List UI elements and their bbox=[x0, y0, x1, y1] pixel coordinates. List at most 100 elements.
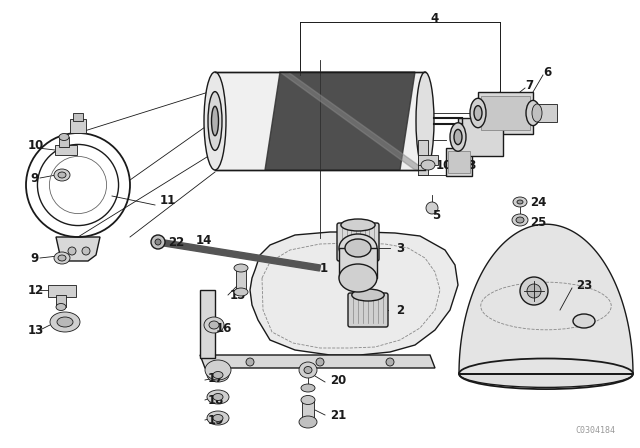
Ellipse shape bbox=[54, 169, 70, 181]
Ellipse shape bbox=[213, 393, 223, 401]
Text: 23: 23 bbox=[576, 279, 592, 292]
Bar bbox=[70, 119, 86, 133]
Ellipse shape bbox=[209, 321, 219, 329]
Text: 19: 19 bbox=[208, 414, 225, 426]
Text: 2: 2 bbox=[396, 303, 404, 316]
Polygon shape bbox=[459, 224, 633, 374]
Ellipse shape bbox=[57, 317, 73, 327]
Ellipse shape bbox=[54, 252, 70, 264]
Ellipse shape bbox=[345, 239, 371, 257]
Ellipse shape bbox=[299, 362, 317, 378]
Bar bbox=[59, 137, 69, 147]
Ellipse shape bbox=[459, 360, 633, 388]
Ellipse shape bbox=[58, 172, 66, 178]
Text: 25: 25 bbox=[530, 215, 547, 228]
Ellipse shape bbox=[207, 368, 229, 382]
Bar bbox=[200, 290, 215, 358]
Ellipse shape bbox=[339, 264, 377, 292]
Ellipse shape bbox=[208, 91, 222, 151]
Circle shape bbox=[520, 277, 548, 305]
Text: 15: 15 bbox=[230, 289, 246, 302]
Ellipse shape bbox=[573, 314, 595, 328]
Polygon shape bbox=[157, 239, 321, 271]
Ellipse shape bbox=[234, 264, 248, 272]
Circle shape bbox=[82, 247, 90, 255]
Text: 8: 8 bbox=[467, 159, 476, 172]
Bar bbox=[418, 140, 428, 175]
Ellipse shape bbox=[211, 106, 218, 136]
FancyBboxPatch shape bbox=[446, 148, 472, 176]
Text: 9: 9 bbox=[30, 251, 38, 264]
Text: 21: 21 bbox=[330, 409, 346, 422]
Ellipse shape bbox=[516, 217, 524, 223]
Polygon shape bbox=[56, 237, 100, 261]
Text: 14: 14 bbox=[196, 233, 212, 246]
Polygon shape bbox=[250, 232, 458, 355]
Circle shape bbox=[155, 239, 161, 245]
Polygon shape bbox=[200, 355, 435, 368]
FancyBboxPatch shape bbox=[458, 118, 503, 156]
Ellipse shape bbox=[207, 411, 229, 425]
Ellipse shape bbox=[416, 72, 434, 170]
Text: 22: 22 bbox=[168, 236, 184, 249]
Text: C0304184: C0304184 bbox=[575, 426, 615, 435]
Text: 11: 11 bbox=[160, 194, 176, 207]
Circle shape bbox=[527, 284, 541, 298]
Ellipse shape bbox=[207, 390, 229, 404]
Text: 24: 24 bbox=[530, 195, 547, 208]
Bar bbox=[339, 248, 377, 278]
Bar bbox=[73, 113, 83, 121]
Ellipse shape bbox=[450, 123, 466, 151]
Circle shape bbox=[426, 202, 438, 214]
FancyBboxPatch shape bbox=[348, 293, 388, 327]
Ellipse shape bbox=[58, 255, 66, 261]
Text: 3: 3 bbox=[396, 241, 404, 254]
Ellipse shape bbox=[204, 317, 224, 333]
FancyBboxPatch shape bbox=[478, 92, 533, 134]
Ellipse shape bbox=[339, 234, 377, 262]
Ellipse shape bbox=[513, 197, 527, 207]
Circle shape bbox=[386, 358, 394, 366]
Text: 17: 17 bbox=[208, 371, 224, 384]
Bar bbox=[418, 155, 438, 165]
Ellipse shape bbox=[205, 360, 231, 380]
Circle shape bbox=[68, 247, 76, 255]
Ellipse shape bbox=[532, 104, 542, 122]
Circle shape bbox=[151, 235, 165, 249]
Ellipse shape bbox=[56, 303, 66, 310]
Text: 13: 13 bbox=[28, 323, 44, 336]
Ellipse shape bbox=[213, 371, 223, 379]
Ellipse shape bbox=[204, 72, 226, 170]
Text: 20: 20 bbox=[330, 374, 346, 387]
Polygon shape bbox=[280, 72, 425, 170]
Bar bbox=[537, 104, 557, 122]
Text: 7: 7 bbox=[525, 78, 533, 91]
Circle shape bbox=[246, 358, 254, 366]
Ellipse shape bbox=[421, 160, 435, 170]
Ellipse shape bbox=[59, 134, 69, 141]
Text: 9: 9 bbox=[30, 172, 38, 185]
Ellipse shape bbox=[470, 98, 486, 128]
FancyBboxPatch shape bbox=[337, 223, 379, 261]
Text: 1: 1 bbox=[320, 262, 328, 275]
Text: 12: 12 bbox=[28, 284, 44, 297]
Text: 10: 10 bbox=[28, 138, 44, 151]
Bar bbox=[302, 400, 314, 422]
Text: 4: 4 bbox=[430, 12, 438, 25]
Circle shape bbox=[316, 358, 324, 366]
Text: 16: 16 bbox=[216, 322, 232, 335]
Text: 18: 18 bbox=[208, 393, 225, 406]
FancyBboxPatch shape bbox=[481, 96, 530, 130]
Ellipse shape bbox=[526, 100, 540, 125]
Ellipse shape bbox=[234, 288, 248, 296]
Bar bbox=[55, 145, 77, 155]
Bar bbox=[48, 285, 76, 297]
Bar bbox=[56, 295, 66, 307]
Text: 6: 6 bbox=[543, 65, 551, 78]
Ellipse shape bbox=[213, 414, 223, 422]
FancyBboxPatch shape bbox=[215, 72, 425, 170]
Ellipse shape bbox=[352, 289, 384, 301]
Ellipse shape bbox=[304, 366, 312, 374]
Bar bbox=[236, 268, 246, 292]
Ellipse shape bbox=[50, 312, 80, 332]
